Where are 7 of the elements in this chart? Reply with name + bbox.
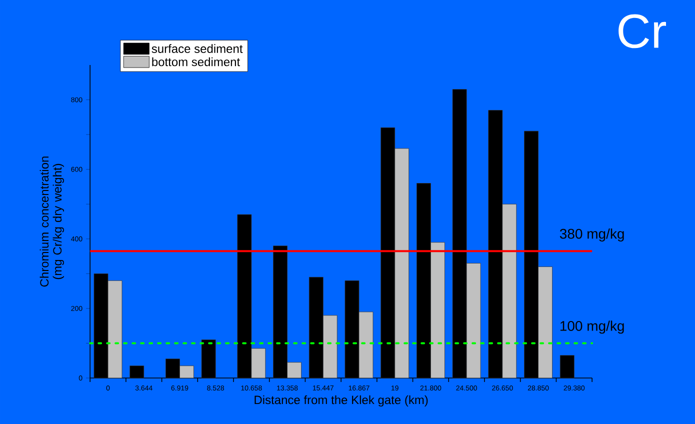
x-axis-title: Distance from the Klek gate (km) <box>254 395 428 407</box>
ref-line-label: 380 mg/kg <box>560 228 624 242</box>
legend-label: bottom sediment <box>152 57 240 66</box>
legend-label: surface sediment <box>152 44 243 53</box>
chart-title: Cr <box>618 14 666 48</box>
ref-line-label: 100 mg/kg <box>560 320 624 334</box>
y-axis-title: Chromium concentration (mg Cr/kg dry weight) <box>40 156 64 287</box>
